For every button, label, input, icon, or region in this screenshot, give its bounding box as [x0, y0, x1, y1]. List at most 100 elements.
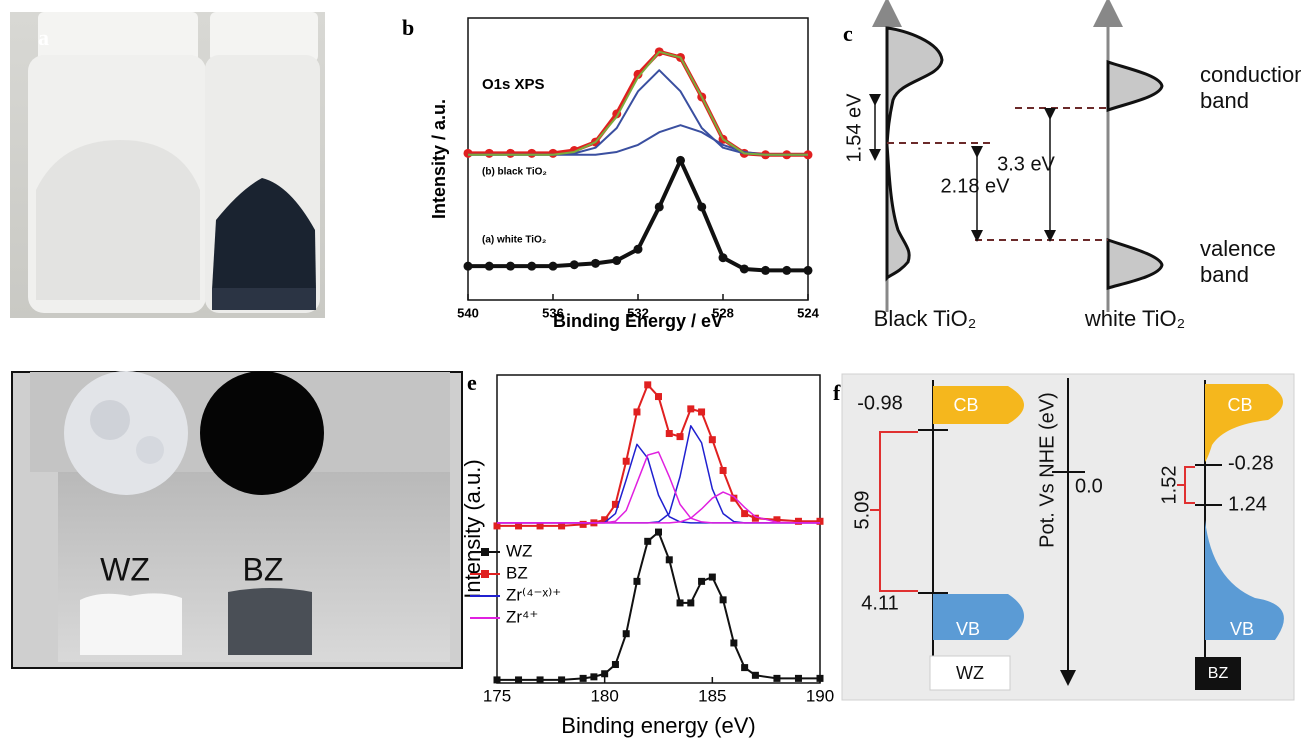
marker — [493, 676, 501, 684]
marker — [782, 265, 792, 275]
legend-label: Zr⁽⁴⁻ˣ⁾⁺ — [506, 585, 561, 604]
legend-label: WZ — [506, 541, 532, 560]
marker — [484, 148, 494, 158]
marker — [708, 573, 716, 581]
plot-frame — [467, 17, 809, 301]
x-tick-label: 524 — [797, 305, 819, 320]
marker — [730, 639, 738, 647]
marker — [773, 674, 781, 682]
marker — [751, 514, 759, 522]
marker — [676, 433, 684, 441]
marker — [484, 261, 494, 271]
legend-marker — [481, 570, 489, 578]
marker — [676, 155, 685, 165]
legend-marker — [481, 548, 489, 556]
series-line — [497, 425, 820, 524]
x-tick-label: 185 — [698, 686, 726, 705]
marker — [719, 466, 727, 474]
marker — [654, 202, 664, 212]
marker — [730, 494, 738, 502]
marker — [527, 148, 537, 158]
band-edge: -0.98 — [857, 392, 903, 414]
x-tick-label: 536 — [542, 305, 564, 320]
marker — [698, 408, 706, 416]
marker — [558, 676, 566, 684]
annotation: (b) black TiO₂ — [482, 167, 547, 178]
panel-label: a — [38, 25, 49, 50]
band-label: valence — [1200, 236, 1276, 261]
marker — [515, 522, 523, 530]
band-label: band — [1200, 88, 1249, 113]
marker — [794, 517, 802, 525]
marker — [655, 528, 662, 536]
band-diagram-f — [841, 373, 1295, 701]
annotation: (a) white TiO₂ — [482, 235, 546, 246]
marker — [569, 260, 579, 270]
photo-d — [11, 371, 463, 669]
marker — [612, 256, 622, 266]
marker — [687, 599, 695, 607]
band-edge: 1.24 — [1228, 493, 1267, 515]
sample-label: BZ — [243, 551, 284, 587]
marker — [739, 264, 749, 274]
marker — [579, 520, 587, 528]
panel-label: f — [833, 380, 841, 405]
marker — [633, 408, 641, 416]
marker — [655, 393, 662, 401]
band-diagram-c — [869, 0, 1164, 312]
marker — [622, 457, 630, 465]
marker — [633, 244, 643, 254]
marker — [536, 676, 544, 684]
marker — [741, 664, 749, 672]
marker — [633, 69, 643, 79]
marker — [493, 522, 501, 530]
marker — [463, 148, 473, 158]
series-line — [497, 491, 820, 524]
marker — [590, 673, 598, 681]
marker — [579, 674, 587, 682]
series-line — [497, 383, 820, 527]
sample-name: WZ — [956, 663, 984, 683]
y-axis-label: Intensity / a.u. — [429, 99, 449, 219]
marker — [816, 674, 824, 682]
marker — [548, 261, 558, 271]
marker — [665, 556, 673, 564]
marker — [741, 510, 749, 518]
sample-label: WZ — [100, 551, 150, 587]
series-line — [468, 49, 808, 157]
panel-label: b — [402, 15, 414, 40]
series-line — [468, 50, 808, 156]
band-name: CB — [953, 395, 978, 415]
x-tick-label: 190 — [806, 686, 834, 705]
marker — [794, 674, 802, 682]
axis-label: Pot. Vs NHE (eV) — [1036, 392, 1058, 548]
sample-name: BZ — [1208, 665, 1229, 682]
panel-label: c — [843, 21, 853, 46]
chart-title: O1s XPS — [482, 76, 545, 93]
band-edge: -0.28 — [1228, 452, 1274, 474]
gap-label: 2.18 eV — [941, 175, 1011, 197]
marker — [622, 630, 630, 638]
zero-label: 0.0 — [1075, 475, 1103, 497]
marker — [463, 261, 473, 271]
x-tick-label: 180 — [590, 686, 618, 705]
marker — [708, 436, 716, 444]
marker — [601, 670, 609, 678]
gap-label: 5.09 — [851, 491, 873, 530]
band-name: VB — [1230, 619, 1254, 639]
marker — [761, 265, 770, 275]
legend-label: BZ — [506, 563, 528, 582]
x-axis-label: Binding energy (eV) — [561, 713, 755, 738]
marker — [591, 258, 600, 268]
gap-label: 1.52 — [1158, 466, 1180, 505]
series-line — [468, 124, 808, 156]
marker — [816, 517, 824, 525]
photo-a — [10, 12, 325, 318]
marker — [558, 522, 566, 530]
marker — [536, 522, 544, 530]
marker — [751, 671, 759, 679]
marker — [665, 430, 673, 438]
panel-label: e — [467, 370, 477, 395]
marker — [676, 599, 684, 607]
